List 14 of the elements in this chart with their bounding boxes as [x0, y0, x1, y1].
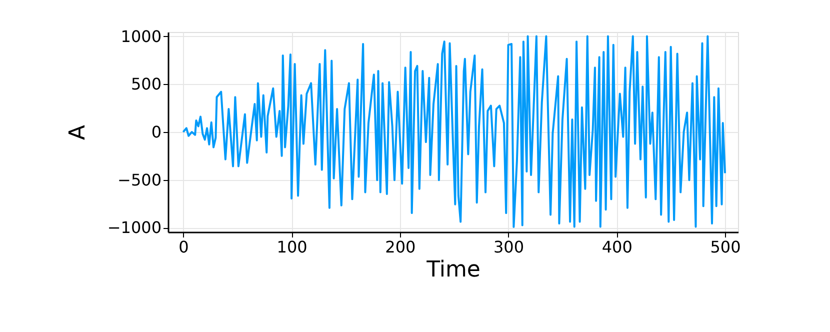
y-tick-label: −1000: [107, 218, 162, 238]
x-axis-title: Time: [426, 258, 480, 282]
y-tick-label: 500: [130, 74, 162, 94]
y-axis-title: A: [65, 124, 90, 140]
x-tick-label: 200: [385, 238, 416, 256]
line-series: [182, 35, 726, 228]
x-tick-label: 500: [710, 238, 741, 256]
y-tick-label: −500: [118, 170, 162, 190]
x-tick-label: 0: [178, 238, 189, 256]
x-tick-label: 300: [493, 238, 524, 256]
y-tick-label: 1000: [120, 26, 162, 46]
y-tick-label: 0: [151, 122, 162, 142]
x-tick-label: 100: [276, 238, 308, 256]
x-tick-label: 400: [602, 238, 632, 256]
